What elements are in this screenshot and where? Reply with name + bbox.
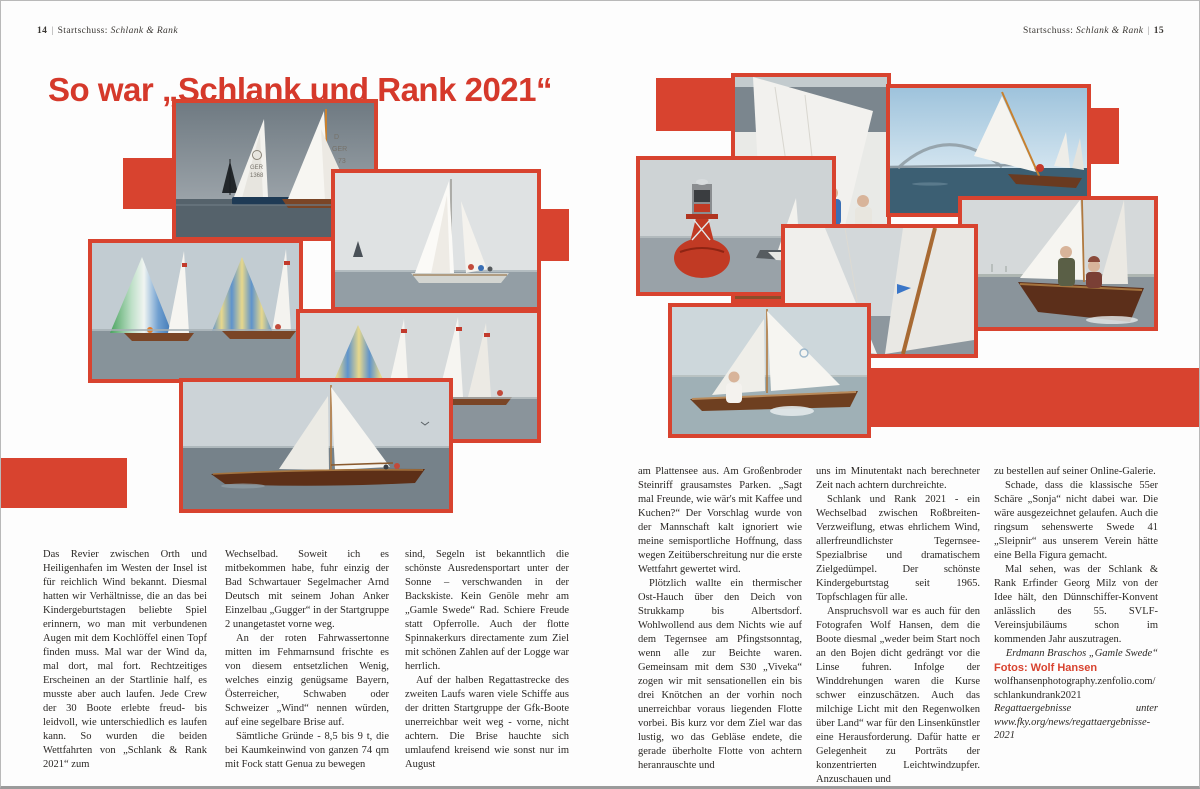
photo-mahogany-two-crew-graphic: [962, 200, 1154, 327]
crew-blue-shirt: [478, 265, 484, 271]
photo-bridge-graphic: [890, 88, 1087, 213]
blue-hull: [232, 197, 294, 205]
paragraph: An der roten Fahrwassertonne mitten im F…: [225, 633, 389, 728]
text-column-5: uns im Minutentakt nach berechneter Zeit…: [816, 465, 980, 786]
text-column-6: zu bestellen auf seiner Online-Galerie. …: [994, 465, 1158, 743]
paragraph: sind, Segeln ist bekanntlich die schönst…: [405, 549, 569, 672]
folio-section-label: Startschuss:: [57, 26, 108, 36]
heeling-mast: [1001, 91, 1041, 179]
text-column-4: am Plattensee aus. Am Großenbroder Stein…: [638, 465, 802, 773]
paragraph: Anspruchsvoll war es auch für den Fotogr…: [816, 606, 980, 785]
page-number-left: 14: [37, 26, 48, 36]
paragraph: am Plattensee aus. Am Großenbroder Stein…: [638, 466, 802, 575]
spinnaker-green-blue: [110, 257, 172, 333]
author-byline: Erdmann Braschos „Gamle Swede“: [1005, 648, 1158, 659]
paragraph: Das Revier zwischen Orth und Heiligenhaf…: [43, 549, 207, 770]
wooden-hull: [690, 391, 858, 411]
photo-bridge: [886, 84, 1091, 217]
folio-section-title: Schlank & Rank: [110, 26, 178, 36]
red-band-left-edge: [1, 458, 127, 508]
photo-mahogany-yacht: [179, 378, 453, 513]
photo-red-buoy: [636, 156, 836, 296]
sail-nation: GER: [332, 146, 347, 153]
results-note: Regattaergebnisse unter www.fky.org/news…: [994, 703, 1158, 741]
helmsman-head: [728, 371, 740, 383]
sail-number-left: 1368: [250, 173, 264, 179]
red-buoy: [674, 179, 730, 278]
paragraph: Plötzlich wallte ein thermischer Ost-Hau…: [638, 578, 802, 771]
crew-olive-vest: [1058, 258, 1075, 286]
photo-helmsman: [668, 303, 871, 438]
crew-helm: [394, 463, 400, 469]
text-column-3: sind, Segeln ist bekanntlich die schönst…: [405, 548, 569, 772]
folio-right: Startschuss: Schlank & Rank | 15: [1023, 26, 1164, 36]
paragraph: uns im Minutentakt nach berechneter Zeit…: [816, 466, 980, 491]
helmsman-white-shirt: [726, 383, 742, 403]
red-band-right-edge: [859, 368, 1199, 427]
distant-sloop: [353, 241, 363, 257]
heeling-sail: [974, 96, 1036, 172]
folio-separator: |: [51, 26, 54, 36]
page-number-right: 15: [1153, 26, 1164, 36]
crew-red-jacket: [468, 264, 474, 270]
wood-hull: [1008, 174, 1082, 188]
bow-spray: [1086, 316, 1138, 324]
photo-spinnakers-graphic: [92, 243, 299, 379]
red-block-right-1: [656, 78, 739, 131]
paragraph: Schlank und Rank 2021 - ein Wechselbad z…: [816, 494, 980, 603]
text-column-1: Das Revier zwischen Orth und Heiligenhaf…: [43, 548, 207, 772]
sail-class-letter: D: [334, 134, 339, 141]
crew-companion: [1086, 272, 1102, 288]
blue-pennant: [897, 284, 911, 294]
photo-colorful-spinnakers: [88, 239, 303, 383]
photo-mahogany-two-crew: [958, 196, 1158, 331]
photo-credit-label: Fotos: Wolf Hansen: [994, 662, 1098, 674]
photo-pale-yacht-graphic: [335, 173, 537, 307]
paragraph: zu bestellen auf seiner Online-Galerie.: [994, 466, 1156, 477]
mahogany-bow: [1018, 282, 1144, 322]
paragraph: Sämtliche Gründe - 8,5 bis 9 t, die bei …: [225, 731, 389, 770]
wake-splash: [770, 406, 814, 416]
bird: [420, 421, 430, 426]
paragraph: Mal sehen, was der Schlank & Rank Erfind…: [994, 564, 1158, 645]
photo-pale-yacht-crew: [331, 169, 541, 311]
sail-number-left-nation: GER: [250, 165, 264, 171]
paragraph: Auf der halben Regattastrecke des zweite…: [405, 675, 569, 770]
photo-credit-url: wolfhansenphotography.zenfolio.com/schla…: [994, 676, 1156, 701]
jib: [712, 319, 765, 395]
folio-section-title: Schlank & Rank: [1076, 26, 1144, 36]
folio-separator: |: [1147, 26, 1150, 36]
folio-left: 14 | Startschuss: Schlank & Rank: [37, 26, 178, 36]
photo-helmsman-graphic: [672, 307, 867, 434]
spinnaker-yellow-blue: [212, 257, 272, 331]
folio-section-label: Startschuss:: [1023, 26, 1074, 36]
photo-mahogany-yacht-graphic: [183, 382, 449, 509]
text-column-2: Wechselbad. Soweit ich es mitbekommen ha…: [225, 548, 389, 772]
sail-number: 73: [338, 158, 346, 165]
mahogany-hull: [211, 468, 425, 486]
mainsail: [767, 311, 840, 391]
wooden-mast: [901, 228, 937, 354]
paragraph: Schade, dass die klassische 55er Schäre …: [994, 480, 1158, 561]
crew-red-jacket: [1036, 164, 1044, 172]
paragraph: Wechselbad. Soweit ich es mitbekommen ha…: [225, 549, 389, 630]
